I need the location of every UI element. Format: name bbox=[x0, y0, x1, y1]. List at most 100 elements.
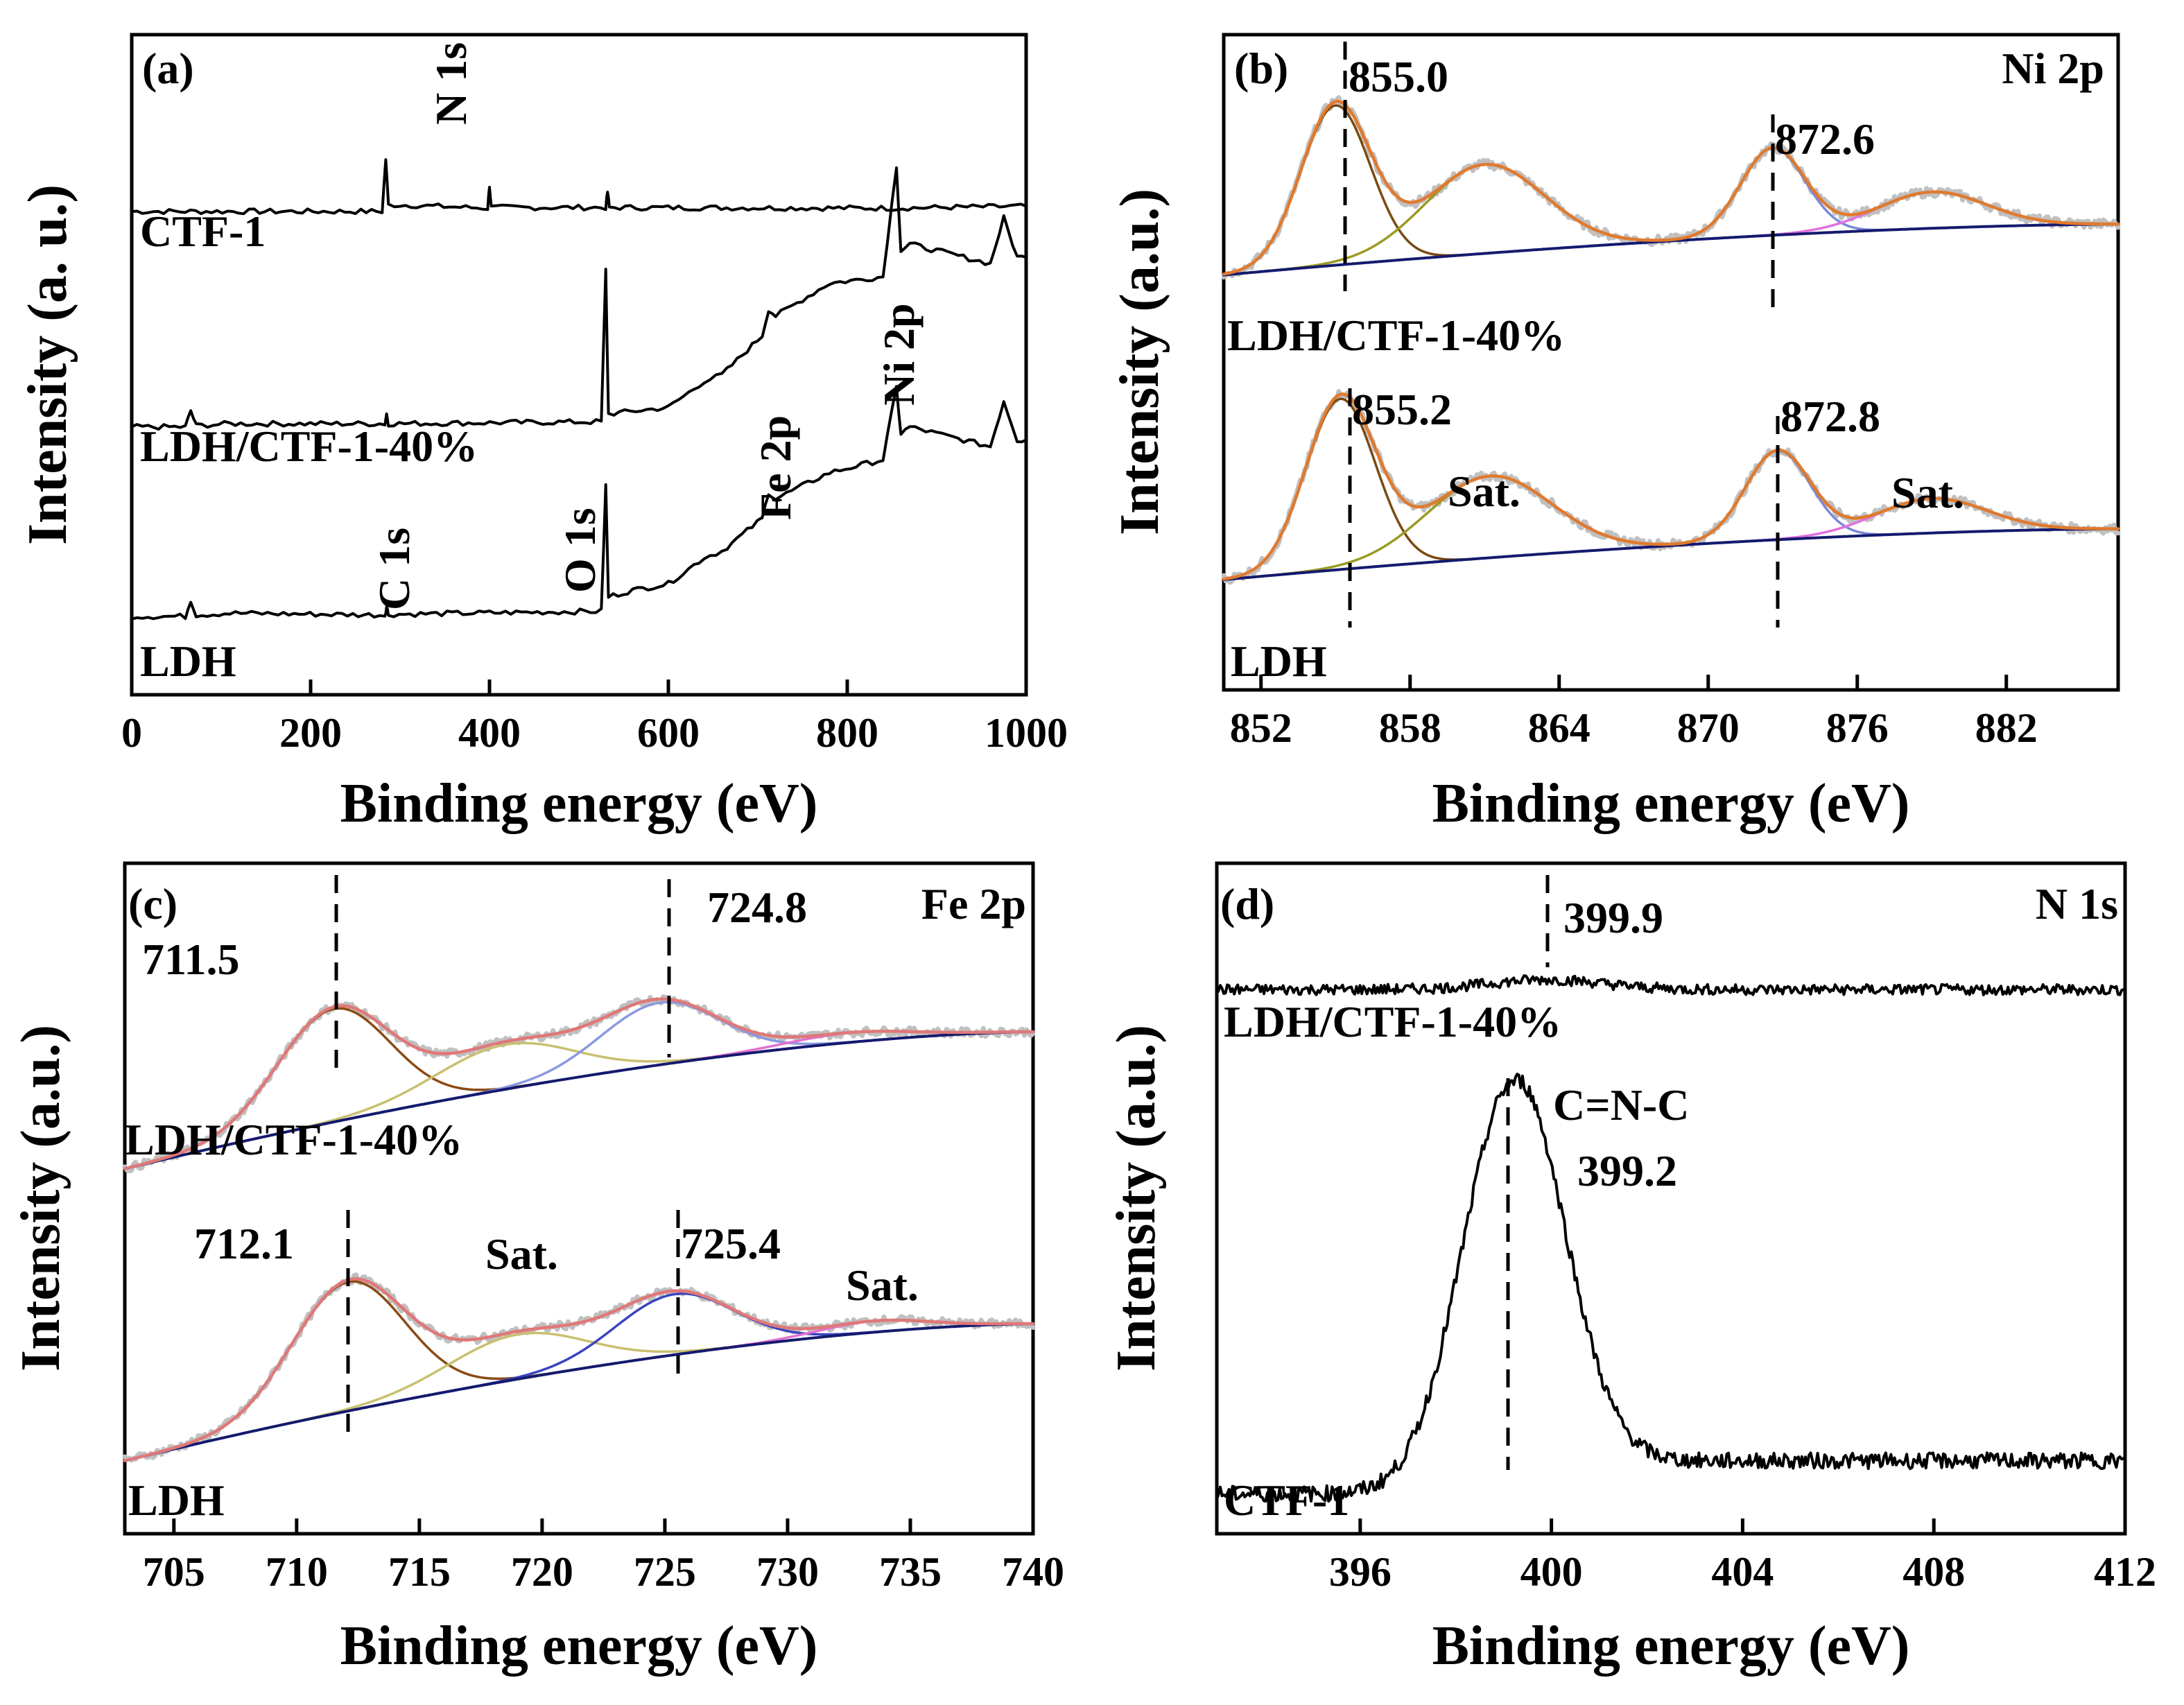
panel-c-x-ticks: 705 710 715 720 725 730 735 740 bbox=[143, 1518, 1064, 1595]
a-ann-c1s: C 1s bbox=[370, 528, 419, 610]
c-ann-sat-1: Sat. bbox=[485, 1229, 558, 1279]
panel-a-ylabel: Intensity (a. u.) bbox=[17, 184, 78, 545]
c-component-1-0 bbox=[123, 1280, 584, 1462]
panel-b-x-ticks: 852 858 864 870 876 882 bbox=[1230, 675, 2038, 751]
a-ann-o1s: O 1s bbox=[555, 508, 605, 593]
b-ann-855-2: 855.2 bbox=[1352, 385, 1452, 434]
b-ann-ldh-ctf: LDH/CTF-1-40% bbox=[1227, 311, 1565, 360]
panel-b-frame bbox=[1222, 33, 2120, 692]
x-tick-label-a-0: 0 bbox=[121, 710, 142, 756]
x-tick-label-c-2: 715 bbox=[388, 1549, 451, 1595]
x-tick-label-b-2: 864 bbox=[1528, 705, 1591, 751]
x-tick-label-d-0: 396 bbox=[1329, 1549, 1392, 1595]
x-tick-label-c-6: 735 bbox=[879, 1549, 942, 1595]
panel-b: 852 858 864 870 876 882 (b) Ni 2p 855.0 872.6… bbox=[1109, 33, 2121, 834]
c-ann-sat-2: Sat. bbox=[846, 1261, 919, 1310]
panel-d: 396 400 404 408 412 (d) N 1s 399.9 LDH/CTF-1… bbox=[1106, 861, 2156, 1677]
b-background-1 bbox=[1222, 527, 2120, 581]
panel-c-xlabel: Binding energy (eV) bbox=[340, 1616, 818, 1677]
d-ann-399-2: 399.2 bbox=[1577, 1146, 1677, 1195]
c-ann-ldh-ctf: LDH/CTF-1-40% bbox=[125, 1115, 462, 1164]
x-tick-label-b-1: 858 bbox=[1379, 705, 1441, 751]
x-tick-label-b-4: 876 bbox=[1826, 705, 1889, 751]
c-ann-724-8: 724.8 bbox=[707, 883, 807, 932]
panel-d-frame bbox=[1215, 861, 2127, 1536]
b-background-0 bbox=[1222, 223, 2120, 277]
x-tick-label-d-1: 400 bbox=[1520, 1549, 1583, 1595]
x-tick-label-a-4: 800 bbox=[816, 710, 878, 756]
panel-a-x-ticks: 0 200 400 600 800 1000 bbox=[121, 680, 1068, 756]
x-tick-label-a-3: 600 bbox=[637, 710, 700, 756]
x-tick-label-a-5: 1000 bbox=[985, 710, 1068, 756]
b-envelope-0 bbox=[1222, 99, 2120, 276]
x-tick-label-d-3: 408 bbox=[1903, 1549, 1965, 1595]
x-tick-label-d-2: 404 bbox=[1711, 1549, 1774, 1595]
x-tick-label-c-7: 740 bbox=[1002, 1549, 1064, 1595]
panel-d-x-ticks: 396 400 404 408 412 bbox=[1329, 1518, 2156, 1595]
x-tick-label-c-0: 705 bbox=[143, 1549, 205, 1595]
panel-b-label: (b) bbox=[1234, 44, 1288, 93]
panel-b-ylabel: Intensity (a.u.) bbox=[1109, 189, 1170, 535]
a-ann-ni2p: Ni 2p bbox=[874, 303, 924, 406]
d-series-0 bbox=[1215, 974, 2126, 996]
c-background-1 bbox=[123, 1322, 1034, 1462]
b-ann-sat-1: Sat. bbox=[1448, 467, 1520, 516]
panel-a-label: (a) bbox=[142, 44, 194, 93]
panel-d-ylabel: Intensity (a.u.) bbox=[1106, 1025, 1167, 1371]
d-series-1 bbox=[1215, 1073, 2126, 1503]
c-ann-712-1: 712.1 bbox=[194, 1219, 294, 1268]
panel-c: 705 710 715 720 725 730 735 740 (c) Fe 2p 711.5… bbox=[10, 861, 1064, 1677]
panel-d-curves bbox=[1215, 974, 2126, 1503]
d-ann-cnc: C=N-C bbox=[1553, 1080, 1689, 1130]
panel-b-curves bbox=[1221, 95, 2121, 585]
a-ann-n1s: N 1s bbox=[426, 42, 476, 125]
c-ann-ldh: LDH bbox=[128, 1475, 225, 1525]
panel-a-xlabel: Binding energy (eV) bbox=[340, 773, 818, 834]
a-ann-ldh-ctf: LDH/CTF-1-40% bbox=[140, 422, 478, 471]
a-series-2 bbox=[130, 385, 1028, 621]
b-envelope-1 bbox=[1222, 392, 2120, 581]
panel-d-label: (d) bbox=[1220, 879, 1274, 928]
b-component-0-3 bbox=[1701, 191, 2120, 241]
panel-a: 0 200 400 600 800 1000 (a) N 1s CTF-1 LDH/CTF… bbox=[17, 33, 1068, 834]
x-tick-label-c-3: 720 bbox=[511, 1549, 573, 1595]
panel-a-curves bbox=[130, 158, 1028, 621]
c-component-0-3 bbox=[590, 1030, 1034, 1077]
b-ann-872-6: 872.6 bbox=[1775, 114, 1875, 164]
panel-b-title: Ni 2p bbox=[2002, 44, 2104, 93]
d-ann-ldh-ctf: LDH/CTF-1-40% bbox=[1224, 997, 1561, 1046]
x-tick-label-c-5: 730 bbox=[756, 1549, 819, 1595]
d-ann-ctf1: CTF-1 bbox=[1224, 1475, 1349, 1525]
x-tick-label-d-4: 412 bbox=[2094, 1549, 2156, 1595]
c-ann-711-5: 711.5 bbox=[142, 935, 239, 984]
x-tick-label-b-5: 882 bbox=[1975, 705, 2038, 751]
x-tick-label-c-1: 710 bbox=[266, 1549, 328, 1595]
a-ann-ctf1: CTF-1 bbox=[140, 207, 266, 256]
a-series-1 bbox=[130, 166, 1028, 431]
c-background-0 bbox=[123, 1030, 1034, 1170]
d-ann-399-9: 399.9 bbox=[1563, 893, 1663, 942]
x-tick-label-a-2: 400 bbox=[458, 710, 521, 756]
a-series-0 bbox=[130, 158, 1028, 216]
b-ann-855-0: 855.0 bbox=[1349, 52, 1448, 101]
x-tick-label-b-0: 852 bbox=[1230, 705, 1292, 751]
panel-c-label: (c) bbox=[128, 879, 177, 928]
x-tick-label-c-4: 725 bbox=[634, 1549, 696, 1595]
panel-b-xlabel: Binding energy (eV) bbox=[1432, 773, 1910, 834]
c-envelope-0 bbox=[123, 997, 1035, 1170]
c-ann-725-4: 725.4 bbox=[681, 1219, 781, 1268]
c-envelope-1 bbox=[123, 1277, 1035, 1462]
a-ann-fe2p: Fe 2p bbox=[751, 415, 800, 520]
a-ann-ldh: LDH bbox=[140, 637, 236, 686]
panel-c-ylabel: Intensity (a.u.) bbox=[10, 1025, 71, 1371]
panel-c-curves bbox=[122, 994, 1036, 1463]
panel-c-title: Fe 2p bbox=[921, 879, 1026, 928]
panel-c-frame bbox=[123, 861, 1035, 1536]
x-tick-label-b-3: 870 bbox=[1677, 705, 1740, 751]
b-ann-ldh: LDH bbox=[1231, 637, 1327, 686]
b-component-0-1 bbox=[1233, 163, 1736, 275]
c-component-0-2 bbox=[413, 1001, 907, 1107]
panel-a-frame bbox=[130, 33, 1028, 697]
panel-d-title: N 1s bbox=[2036, 879, 2118, 928]
